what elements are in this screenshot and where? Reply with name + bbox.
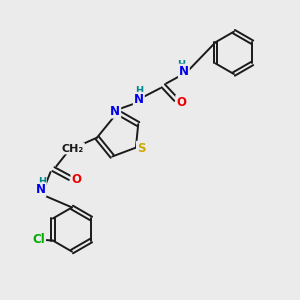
Text: H: H [38, 177, 46, 187]
Text: O: O [71, 173, 81, 186]
Text: H: H [177, 60, 186, 70]
Text: N: N [179, 64, 189, 78]
Text: S: S [137, 142, 146, 155]
Text: H: H [135, 86, 143, 96]
Text: N: N [35, 183, 46, 196]
Text: O: O [176, 96, 186, 109]
Text: N: N [134, 93, 144, 106]
Text: Cl: Cl [32, 233, 45, 247]
Text: N: N [110, 105, 120, 118]
Text: CH₂: CH₂ [62, 143, 84, 154]
